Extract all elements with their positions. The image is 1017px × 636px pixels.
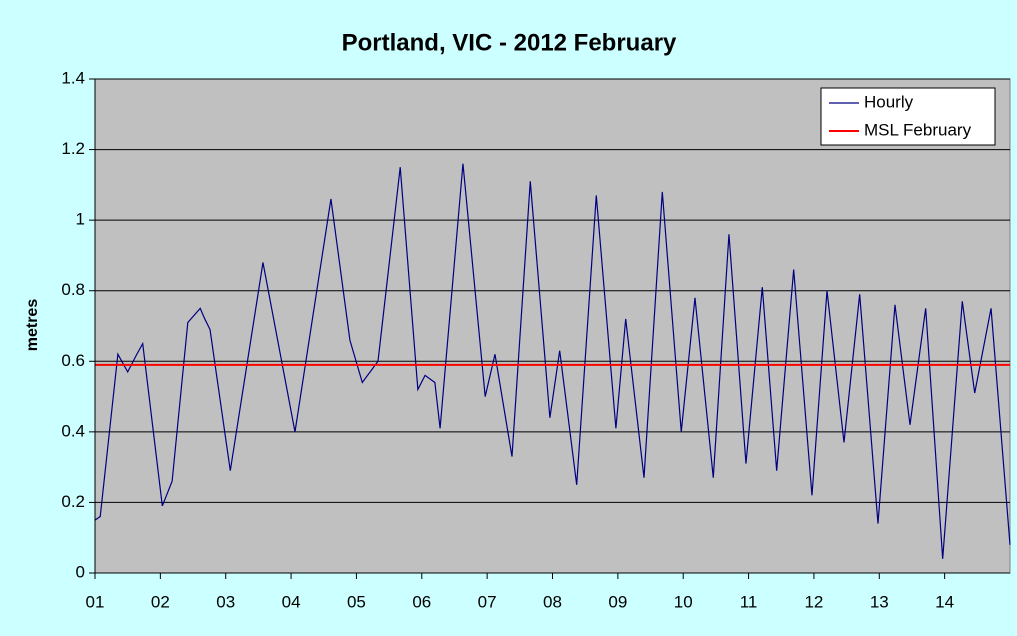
marks — [94, 163, 1011, 559]
x-tick-label: 10 — [674, 592, 693, 611]
y-tick-label: 1.4 — [61, 68, 85, 87]
legend-box — [820, 87, 996, 146]
y-tick-label: 0.6 — [61, 351, 85, 370]
x-tick-label: 07 — [478, 592, 497, 611]
x-tick-label: 14 — [935, 592, 954, 611]
x-tick-label: 01 — [86, 592, 105, 611]
axes: 0 0.2 0.4 0.6 0.8 1 1.2 1.4 01 02 03 04 05 06 07 08 09 10… — [61, 68, 1010, 611]
legend-label: MSL February — [864, 120, 972, 139]
x-tick-label: 05 — [347, 592, 366, 611]
x-tick-label: 06 — [412, 592, 431, 611]
x-tick-label: 04 — [282, 592, 301, 611]
y-tick-label: 1.2 — [61, 139, 85, 158]
legend: Hourly MSL February — [820, 87, 996, 146]
x-tick-label: 03 — [216, 592, 235, 611]
legend-label: Hourly — [864, 92, 914, 111]
y-tick-label: 0.2 — [61, 492, 85, 511]
x-tick-label: 09 — [608, 592, 627, 611]
x-tick-label: 08 — [543, 592, 562, 611]
x-tick-label: 02 — [151, 592, 170, 611]
plot-area — [94, 78, 1011, 574]
y-tick-label: 0 — [76, 562, 85, 581]
x-tick-label: 13 — [870, 592, 889, 611]
y-tick-label: 1 — [76, 210, 85, 229]
x-tick-label: 11 — [740, 592, 758, 611]
x-tick-label: 12 — [804, 592, 823, 611]
series-line — [94, 163, 1011, 559]
chart-title: Portland, VIC - 2012 February — [342, 29, 677, 56]
y-tick-label: 0.4 — [61, 421, 85, 440]
y-tick-label: 0.8 — [61, 280, 85, 299]
y-axis-label: metres — [24, 299, 41, 352]
